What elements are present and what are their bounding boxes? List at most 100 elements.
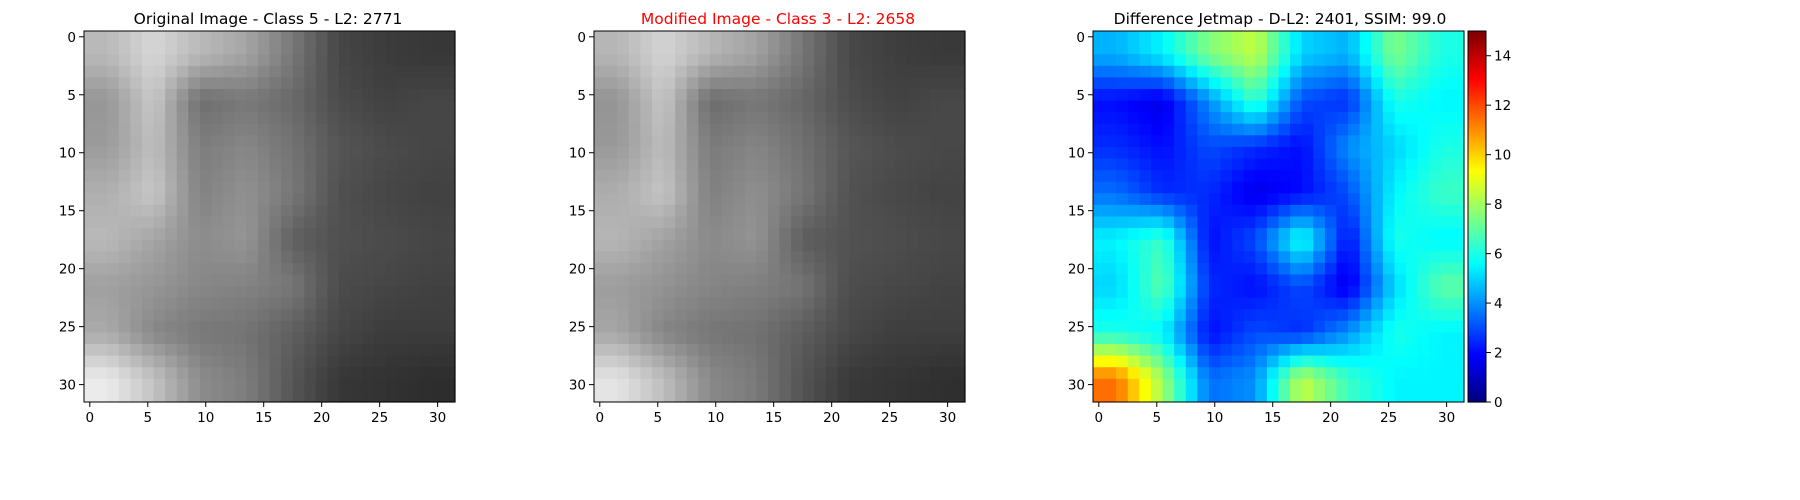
heatmap-cell xyxy=(1348,320,1361,334)
heatmap-cell xyxy=(176,146,189,160)
heatmap-cell xyxy=(837,274,850,287)
heatmap-cell xyxy=(199,332,213,345)
heatmap-cell xyxy=(1116,146,1129,160)
colorbar-segment xyxy=(1468,362,1486,366)
heatmap-cell xyxy=(1382,309,1396,322)
heatmap-cell xyxy=(675,112,688,125)
heatmap-cell xyxy=(1197,367,1210,380)
heatmap-cell xyxy=(95,239,108,252)
heatmap-cell xyxy=(953,239,966,252)
heatmap-cell xyxy=(930,77,943,90)
heatmap-cell xyxy=(651,181,665,194)
heatmap-cell xyxy=(292,297,305,310)
heatmap-cell xyxy=(733,123,746,136)
heatmap-cell xyxy=(1127,239,1140,252)
heatmap-cell xyxy=(1104,54,1117,67)
x-tick-label: 10 xyxy=(707,410,724,426)
heatmap-cell xyxy=(304,320,317,334)
heatmap-cell xyxy=(1208,158,1222,171)
heatmap-cell xyxy=(373,123,387,136)
heatmap-cell xyxy=(199,378,213,391)
heatmap-cell xyxy=(211,228,224,241)
heatmap-cell xyxy=(791,239,804,252)
heatmap-cell xyxy=(269,239,282,252)
heatmap-cell xyxy=(199,193,213,206)
heatmap-cell xyxy=(1093,135,1106,148)
heatmap-cell xyxy=(1336,320,1349,334)
heatmap-cell xyxy=(802,88,815,102)
heatmap-cell xyxy=(756,378,769,391)
heatmap-cell xyxy=(628,239,641,252)
heatmap-cell xyxy=(1429,146,1442,160)
heatmap-cell xyxy=(872,309,885,322)
heatmap-cell xyxy=(594,42,607,55)
heatmap-cell xyxy=(594,344,607,357)
heatmap-cell xyxy=(1313,355,1326,368)
heatmap-cell xyxy=(883,88,897,102)
y-tick-label: 10 xyxy=(569,146,586,162)
heatmap-cell xyxy=(953,123,966,136)
heatmap-cell xyxy=(1243,378,1256,391)
heatmap-cell xyxy=(1127,31,1140,44)
heatmap-cell xyxy=(257,100,271,113)
heatmap-cell xyxy=(825,367,839,380)
heatmap-cell xyxy=(1266,344,1280,357)
heatmap-cell xyxy=(1417,54,1430,67)
heatmap-cell xyxy=(1301,355,1314,368)
y-tick-label: 0 xyxy=(67,30,76,46)
heatmap-cell xyxy=(246,77,259,90)
heatmap-cell xyxy=(1324,77,1338,90)
heatmap-cell xyxy=(269,123,282,136)
heatmap-cell xyxy=(941,193,954,206)
heatmap-cell xyxy=(756,309,769,322)
heatmap-cell xyxy=(686,181,699,194)
heatmap-cell xyxy=(1301,320,1314,334)
heatmap-cell xyxy=(1348,251,1361,264)
heatmap-cell xyxy=(628,77,641,90)
heatmap-cell xyxy=(1162,262,1175,276)
heatmap-cell xyxy=(420,146,433,160)
heatmap-cell xyxy=(675,193,688,206)
heatmap-cell xyxy=(1232,181,1245,194)
heatmap-cell xyxy=(663,146,676,160)
y-tick-label: 10 xyxy=(59,146,76,162)
heatmap-cell xyxy=(1243,181,1256,194)
heatmap-cell xyxy=(1197,262,1210,276)
heatmap-cell xyxy=(1116,123,1129,136)
heatmap-cell xyxy=(165,123,178,136)
heatmap-cell xyxy=(1150,42,1164,55)
heatmap-cell xyxy=(1406,390,1419,403)
heatmap-cell xyxy=(1417,332,1430,345)
heatmap-cell xyxy=(941,228,954,241)
heatmap-cell xyxy=(292,286,305,299)
heatmap-cell xyxy=(756,332,769,345)
heatmap-cell xyxy=(1185,65,1198,78)
heatmap-cell xyxy=(825,112,839,125)
heatmap-cell xyxy=(1093,77,1106,90)
heatmap-cell xyxy=(1197,239,1210,252)
colorbar-segment xyxy=(1468,330,1486,334)
heatmap-cell xyxy=(733,297,746,310)
difference-heatmap xyxy=(1093,31,1465,403)
heatmap-cell xyxy=(1255,88,1268,102)
heatmap-cell xyxy=(814,332,827,345)
heatmap-cell xyxy=(84,228,97,241)
heatmap-cell xyxy=(814,216,827,229)
y-tick-label: 30 xyxy=(569,378,586,394)
heatmap-cell xyxy=(1208,193,1222,206)
heatmap-cell xyxy=(605,146,618,160)
heatmap-cell xyxy=(292,274,305,287)
heatmap-cell xyxy=(1371,77,1384,90)
heatmap-cell xyxy=(675,251,688,264)
heatmap-cell xyxy=(1301,262,1314,276)
colorbar-segment xyxy=(1468,144,1486,148)
heatmap-cell xyxy=(721,378,734,391)
heatmap-cell xyxy=(176,170,189,183)
heatmap-cell xyxy=(95,216,108,229)
heatmap-cell xyxy=(1150,286,1164,299)
heatmap-cell xyxy=(408,355,421,368)
heatmap-cell xyxy=(883,77,897,90)
heatmap-cell xyxy=(907,309,920,322)
heatmap-cell xyxy=(1139,65,1152,78)
heatmap-cell xyxy=(165,262,178,276)
